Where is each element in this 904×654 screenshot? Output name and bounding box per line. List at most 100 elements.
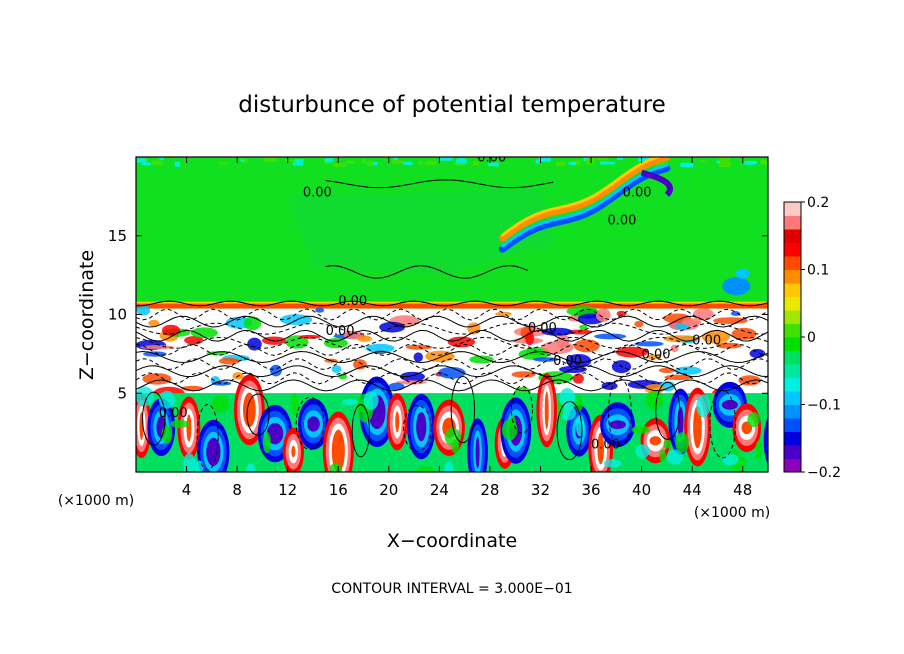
mid-blob: [447, 336, 475, 348]
top-speckle: [243, 158, 248, 163]
colorbar-swatch: [784, 377, 801, 392]
mid-blob: [140, 345, 175, 350]
colorbar-swatch: [784, 323, 801, 338]
colorbar-swatch: [784, 242, 801, 257]
mid-blob: [353, 359, 367, 370]
mid-blob: [674, 366, 702, 375]
top-speckle: [760, 159, 768, 165]
colorbar-tick-label: 0.1: [807, 263, 829, 279]
mid-blob: [243, 316, 262, 331]
top-speckle: [744, 160, 756, 165]
mid-blob: [644, 384, 665, 394]
colorbar-swatch: [784, 202, 801, 216]
warm-cell: [649, 436, 662, 446]
x-tick-label: 32: [531, 481, 550, 499]
lower-speckle: [194, 460, 204, 472]
top-speckle: [393, 157, 398, 163]
warm-cell: [395, 411, 400, 433]
cell-contour: [196, 404, 219, 471]
mid-blob: [437, 366, 466, 379]
contour-label: 0.00: [159, 406, 188, 421]
top-speckle: [142, 162, 152, 166]
top-speckle: [159, 157, 164, 160]
mid-blob: [634, 320, 644, 328]
mid-blob: [573, 339, 600, 353]
mid-blob: [615, 346, 649, 358]
x-tick-label: 44: [683, 481, 702, 499]
top-speckle: [656, 162, 669, 167]
lower-speckle: [262, 431, 271, 454]
x-tick-label: 28: [480, 481, 499, 499]
warm-cell: [331, 429, 345, 472]
colorbar-swatch: [784, 418, 801, 432]
top-speckle: [720, 157, 730, 161]
dipole-band: [499, 157, 671, 242]
mid-blob: [247, 337, 262, 351]
top-speckle: [362, 159, 366, 164]
cold-cell: [307, 416, 320, 432]
x-tick-label: 4: [182, 481, 192, 499]
top-speckle: [371, 162, 378, 166]
contour-label: 0.00: [338, 294, 367, 309]
x-tick-label: 36: [581, 481, 600, 499]
contour-label: 0.00: [607, 214, 636, 229]
mid-blob: [511, 371, 536, 378]
colorbar-swatch: [784, 229, 801, 243]
top-speckle: [263, 158, 274, 162]
colorbar-swatch: [784, 256, 801, 270]
top-speckle: [366, 160, 374, 166]
colorbar-swatch: [784, 215, 801, 230]
mid-blob: [572, 373, 584, 384]
side-blob: [722, 277, 751, 296]
cold-cell: [763, 416, 768, 466]
mid-blob: [701, 330, 731, 344]
mid-blob: [616, 310, 627, 317]
colorbar-swatch: [784, 404, 801, 419]
warm-cell: [597, 432, 605, 465]
top-speckle: [617, 157, 623, 160]
mid-blob: [670, 344, 679, 353]
lower-speckle: [666, 449, 684, 465]
chart-title: disturbunce of potential temperature: [238, 92, 666, 118]
lower-speckle: [603, 459, 622, 468]
x-tick-label: 40: [632, 481, 651, 499]
top-speckle: [138, 159, 142, 162]
mid-blob: [356, 335, 372, 342]
mid-blob: [730, 311, 741, 316]
contour-negative: [136, 372, 768, 385]
mid-blob: [579, 324, 588, 330]
lower-speckle: [559, 405, 576, 421]
cold-cell: [770, 420, 784, 462]
y-axis-label: Z−coordinate: [76, 250, 98, 380]
mid-blob: [692, 308, 714, 321]
cell-contour: [709, 389, 737, 459]
mid-blob: [285, 335, 309, 349]
mid-blob: [365, 343, 395, 353]
top-speckle: [403, 161, 413, 165]
cell-contour: [351, 404, 370, 458]
colorbar-swatch: [784, 296, 801, 311]
contour-interval-footer: CONTOUR INTERVAL = 3.000E−01: [331, 581, 572, 597]
colorbar-swatch: [784, 269, 801, 284]
field-layer: [136, 157, 784, 472]
mid-blob: [658, 367, 676, 373]
contour-positive: [325, 265, 529, 279]
colorbar-swatch: [784, 310, 801, 324]
lower-speckle: [444, 461, 454, 472]
contour-label: 0.00: [326, 324, 355, 339]
contour-positive: [136, 315, 768, 328]
mid-blob: [388, 382, 405, 391]
cell-contour: [655, 381, 681, 440]
top-speckle: [456, 159, 467, 164]
mid-blob: [749, 348, 766, 359]
cell-contour: [450, 376, 476, 444]
lower-speckle: [559, 388, 576, 408]
top-speckle: [151, 160, 163, 165]
top-speckle: [538, 157, 551, 162]
mid-blob: [634, 341, 664, 347]
contour-positive: [136, 300, 768, 307]
cold-cell: [416, 411, 427, 442]
colorbar-swatch: [784, 350, 801, 365]
top-speckle: [701, 159, 706, 162]
x-tick-label: 20: [379, 481, 398, 499]
